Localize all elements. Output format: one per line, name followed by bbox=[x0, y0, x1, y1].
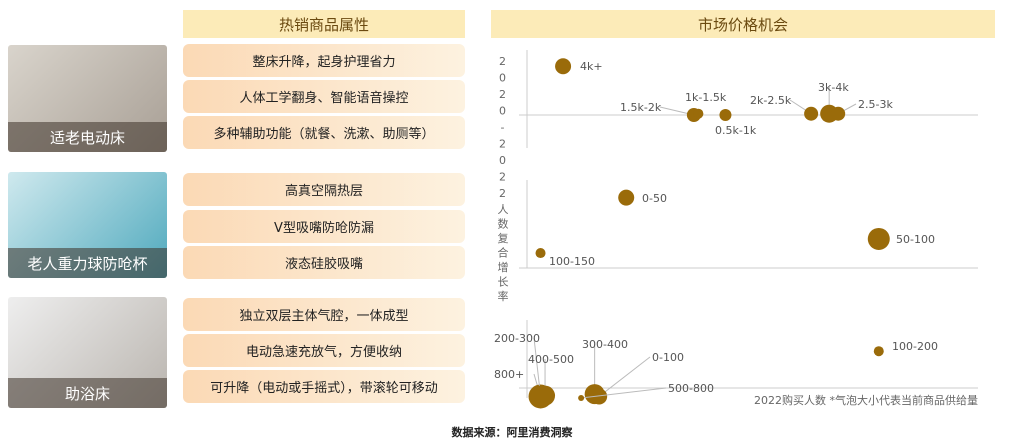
bubble-50-100 bbox=[867, 227, 890, 250]
leader-line bbox=[581, 387, 667, 399]
bubble-label: 50-100 bbox=[896, 233, 935, 246]
y-axis-label: 2020-2022人数复合增长率 bbox=[496, 55, 509, 305]
product-name: 老人重力球防呛杯 bbox=[8, 248, 167, 278]
attribute-pill: 多种辅助功能（就餐、洗漱、助厕等） bbox=[183, 116, 465, 149]
bubble-label: 0-100 bbox=[652, 351, 684, 364]
bubble-2.5-3k bbox=[831, 106, 846, 121]
bubble-label: 1.5k-2k bbox=[620, 101, 662, 114]
bubble-label: 300-400 bbox=[582, 338, 628, 351]
bubble-label: 2.5-3k bbox=[858, 98, 893, 111]
price-opportunity-header: 市场价格机会 bbox=[491, 10, 995, 38]
bubble-label: 3k-4k bbox=[818, 81, 849, 94]
attribute-pill: V型吸嘴防呛防漏 bbox=[183, 210, 465, 243]
product-name: 助浴床 bbox=[8, 378, 167, 408]
bubble-0.5k-1k bbox=[719, 109, 732, 121]
bubble-4k+ bbox=[555, 58, 572, 75]
bubble-label: 800+ bbox=[494, 368, 524, 381]
bubble-label: 200-300 bbox=[494, 332, 540, 345]
bubble-400-500 bbox=[535, 385, 556, 406]
attributes-header: 热销商品属性 bbox=[183, 10, 465, 38]
bubble-100-200 bbox=[873, 346, 884, 357]
bubble-label: 4k+ bbox=[580, 60, 603, 73]
bubble-0-50 bbox=[618, 189, 635, 206]
bubble-500-800 bbox=[578, 395, 585, 401]
attribute-pill: 液态硅胶吸嘴 bbox=[183, 246, 465, 279]
attribute-pill: 整床升降，起身护理省力 bbox=[183, 44, 465, 77]
product-photo-bed: 适老电动床 bbox=[8, 45, 167, 152]
bubble-1k-1.5k bbox=[693, 108, 704, 119]
attribute-pill: 人体工学翻身、智能语音操控 bbox=[183, 80, 465, 113]
attribute-pill: 可升降（电动或手摇式），带滚轮可移动 bbox=[183, 370, 465, 403]
attribute-pill: 独立双层主体气腔，一体成型 bbox=[183, 298, 465, 331]
x-axis-label: 2022购买人数 *气泡大小代表当前商品供给量 bbox=[754, 393, 978, 407]
bubble-label: 2k-2.5k bbox=[750, 94, 792, 107]
bubble-label: 0-50 bbox=[642, 192, 667, 205]
bubble-label: 500-800 bbox=[668, 382, 714, 395]
bubble-label: 100-150 bbox=[549, 255, 595, 268]
attribute-pill: 高真空隔热层 bbox=[183, 173, 465, 206]
data-source: 数据来源：阿里消费洞察 bbox=[451, 426, 573, 439]
bubble-label: 100-200 bbox=[892, 340, 938, 353]
product-photo-bath-bed: 助浴床 bbox=[8, 297, 167, 408]
bubble-label: 1k-1.5k bbox=[685, 91, 727, 104]
bubble-100-150 bbox=[535, 248, 546, 259]
product-name: 适老电动床 bbox=[8, 122, 167, 152]
leader-line bbox=[598, 356, 651, 397]
bubble-label: 0.5k-1k bbox=[715, 124, 757, 137]
bubble-2k-2.5k bbox=[804, 106, 819, 121]
bubble-0-100 bbox=[591, 388, 608, 405]
bubble-label: 400-500 bbox=[528, 353, 574, 366]
attribute-pill: 电动急速充放气，方便收纳 bbox=[183, 334, 465, 367]
product-photo-cup: 老人重力球防呛杯 bbox=[8, 172, 167, 278]
